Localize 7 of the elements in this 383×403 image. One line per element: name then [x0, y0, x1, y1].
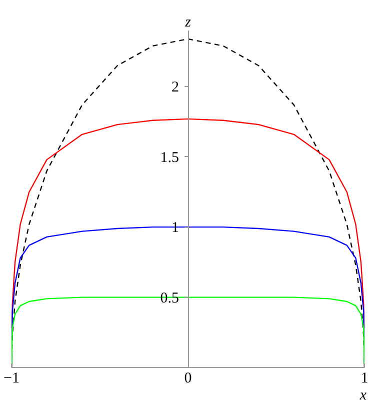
y-tick-label: 1.5: [160, 150, 179, 166]
x-tick-label: 0: [184, 370, 192, 386]
y-axis-title: z: [184, 14, 192, 30]
x-tick-label: 1: [360, 370, 368, 386]
y-tick-label: 2: [172, 80, 179, 96]
x-tick-label: −1: [4, 370, 20, 386]
x-axis-title: x: [358, 388, 367, 403]
